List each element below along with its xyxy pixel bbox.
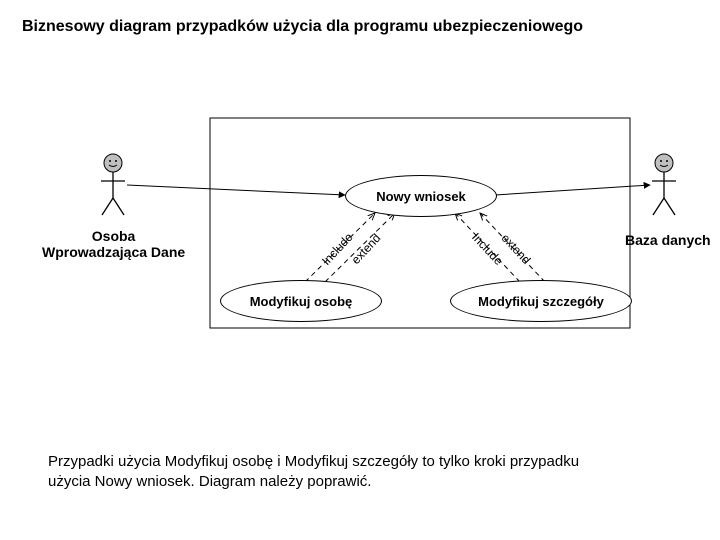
diagram-caption: Przypadki użycia Modyfikuj osobę i Modyf…	[48, 452, 579, 493]
usecase-label: Modyfikuj szczegóły	[478, 294, 604, 309]
assoc-operator-nowy	[127, 185, 345, 195]
usecase-modyfikuj-osobe: Modyfikuj osobę	[220, 280, 382, 322]
usecase-modyfikuj-szczegoly: Modyfikuj szczegóły	[450, 280, 632, 322]
actor-database-label: Baza danych	[625, 232, 711, 248]
actor-operator-label: Osoba Wprowadzająca Dane	[42, 228, 185, 260]
usecase-label: Nowy wniosek	[376, 189, 466, 204]
usecase-nowy-wniosek: Nowy wniosek	[345, 175, 497, 217]
actor-operator	[101, 154, 125, 215]
assoc-nowy-database	[495, 185, 650, 195]
usecase-label: Modyfikuj osobę	[250, 294, 353, 309]
actor-database	[652, 154, 676, 215]
